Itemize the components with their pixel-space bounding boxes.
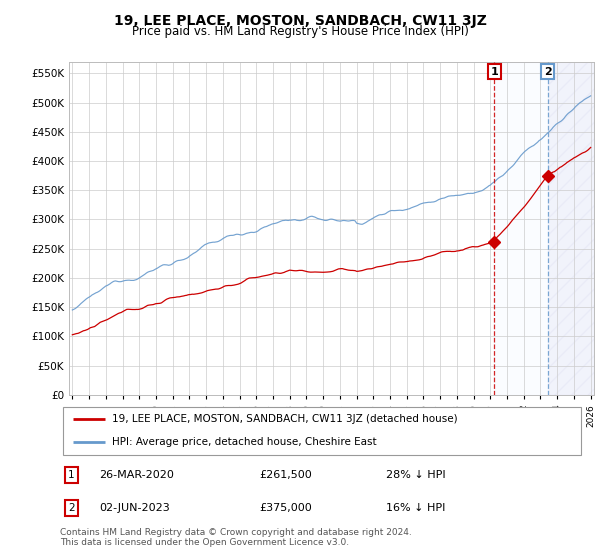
Text: 19, LEE PLACE, MOSTON, SANDBACH, CW11 3JZ (detached house): 19, LEE PLACE, MOSTON, SANDBACH, CW11 3J…	[113, 414, 458, 424]
Text: £261,500: £261,500	[260, 470, 312, 480]
Text: 19, LEE PLACE, MOSTON, SANDBACH, CW11 3JZ: 19, LEE PLACE, MOSTON, SANDBACH, CW11 3J…	[113, 14, 487, 28]
Text: 1: 1	[68, 470, 75, 480]
Text: 26-MAR-2020: 26-MAR-2020	[100, 470, 174, 480]
Text: 2: 2	[544, 67, 551, 77]
Text: Contains HM Land Registry data © Crown copyright and database right 2024.
This d: Contains HM Land Registry data © Crown c…	[60, 528, 412, 547]
Text: 02-JUN-2023: 02-JUN-2023	[100, 503, 170, 513]
Text: Price paid vs. HM Land Registry's House Price Index (HPI): Price paid vs. HM Land Registry's House …	[131, 25, 469, 38]
Text: £375,000: £375,000	[260, 503, 312, 513]
Text: 1: 1	[490, 67, 498, 77]
Bar	[494, 62, 599, 395]
Bar	[548, 62, 599, 395]
Text: HPI: Average price, detached house, Cheshire East: HPI: Average price, detached house, Ches…	[113, 437, 377, 447]
FancyBboxPatch shape	[62, 407, 581, 455]
Text: 16% ↓ HPI: 16% ↓ HPI	[386, 503, 445, 513]
Text: 28% ↓ HPI: 28% ↓ HPI	[386, 470, 445, 480]
Text: 2: 2	[68, 503, 75, 513]
